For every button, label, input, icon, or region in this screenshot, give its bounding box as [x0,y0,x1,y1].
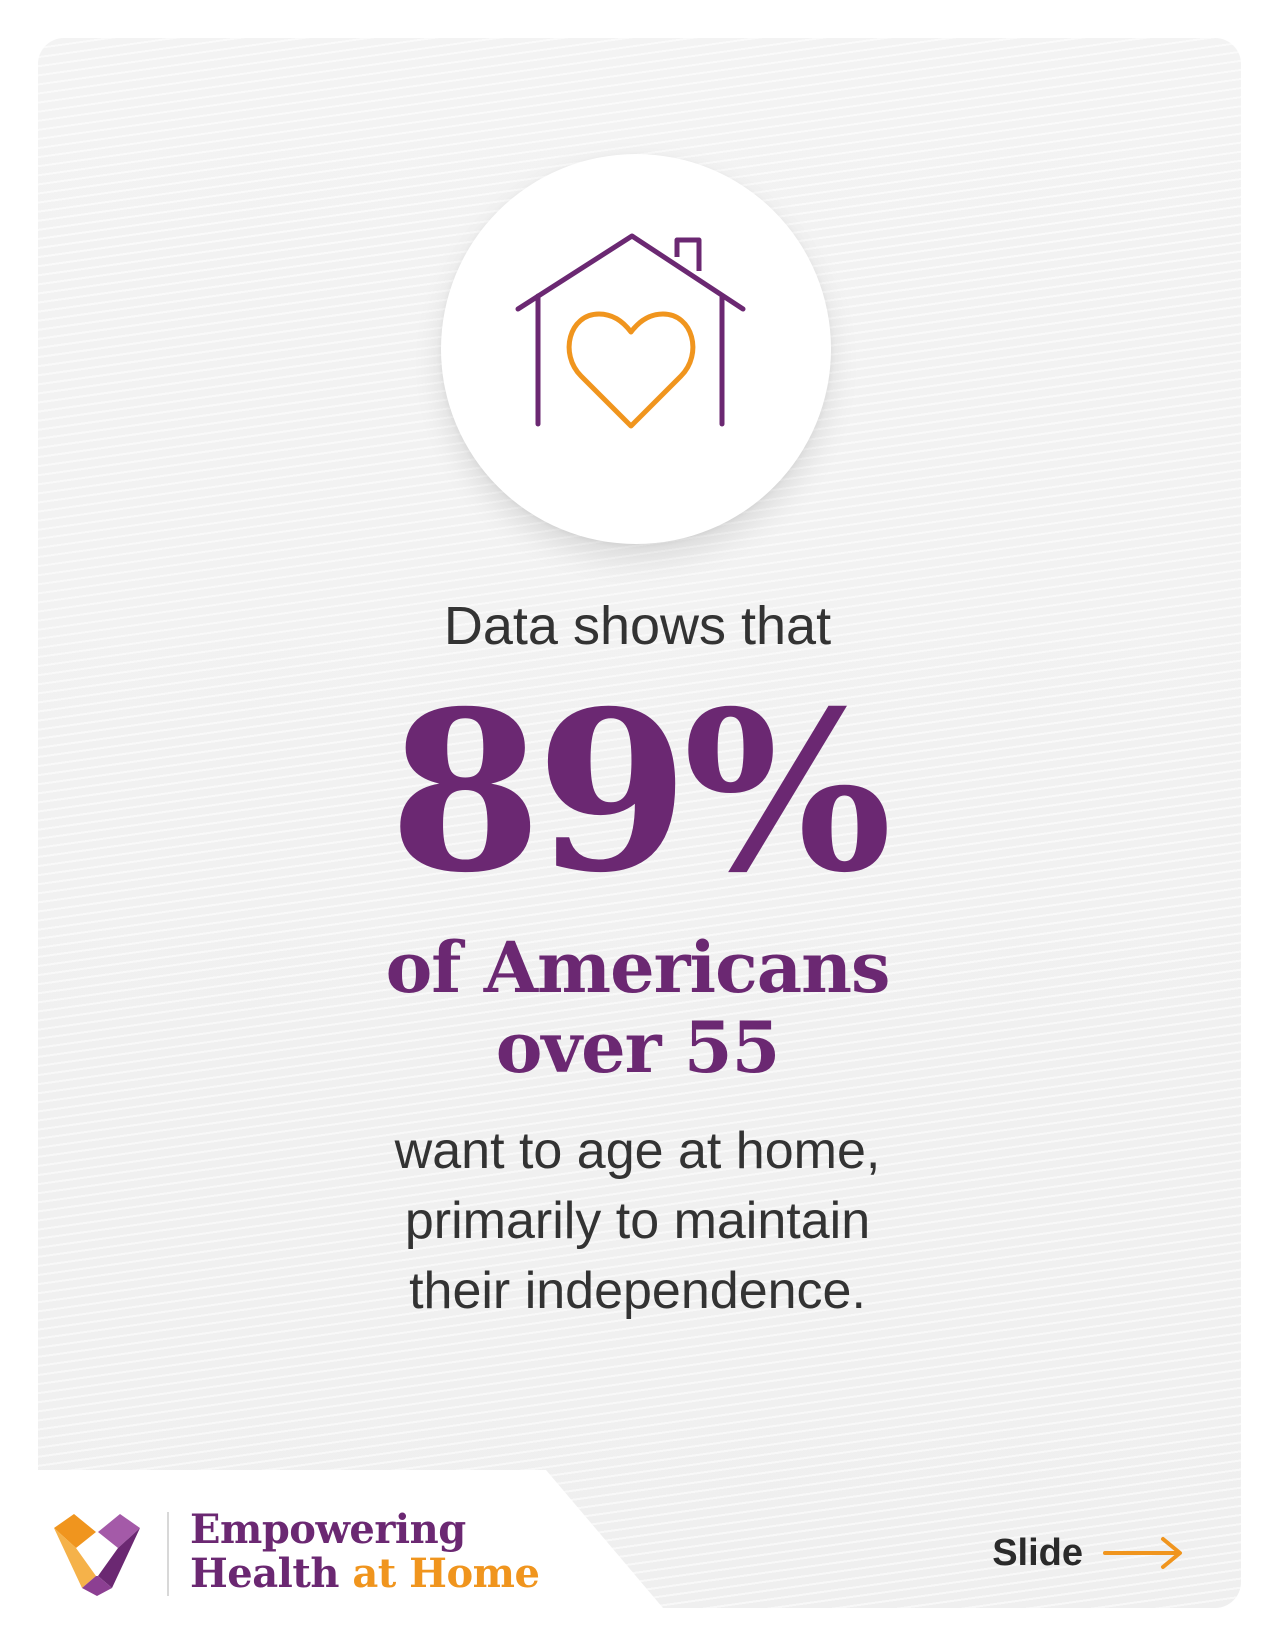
stat-detail: want to age at home, primarily to mainta… [0,1116,1275,1326]
slide-next-button[interactable]: Slide [992,1528,1185,1578]
detail-line-1: want to age at home, [394,1122,881,1180]
heart-ribbon-logo [54,1514,140,1596]
slide-label: Slide [992,1531,1083,1574]
logo-divider [167,1512,169,1596]
stat-subject: of Americans over 55 [0,928,1275,1088]
subject-line-2: over 55 [495,1006,781,1089]
brand-line-2-main: Health [190,1550,339,1597]
footer-panel [38,1470,663,1608]
subject-line-1: of Americans [385,926,891,1009]
brand-line-2: Health at Home [190,1550,540,1597]
detail-line-2: primarily to maintain [404,1192,871,1250]
brand-line-2-accent: at Home [352,1550,540,1597]
intro-text: Data shows that [443,596,832,656]
stat-value: 89% [388,662,892,921]
arrow-right-icon [1103,1537,1182,1569]
detail-line-3: their independence. [409,1262,866,1320]
brand-name: Empowering Health at Home [190,1506,540,1597]
house-heart-icon [515,233,746,429]
brand-line-1: Empowering [190,1506,466,1553]
icon-badge [441,154,831,544]
